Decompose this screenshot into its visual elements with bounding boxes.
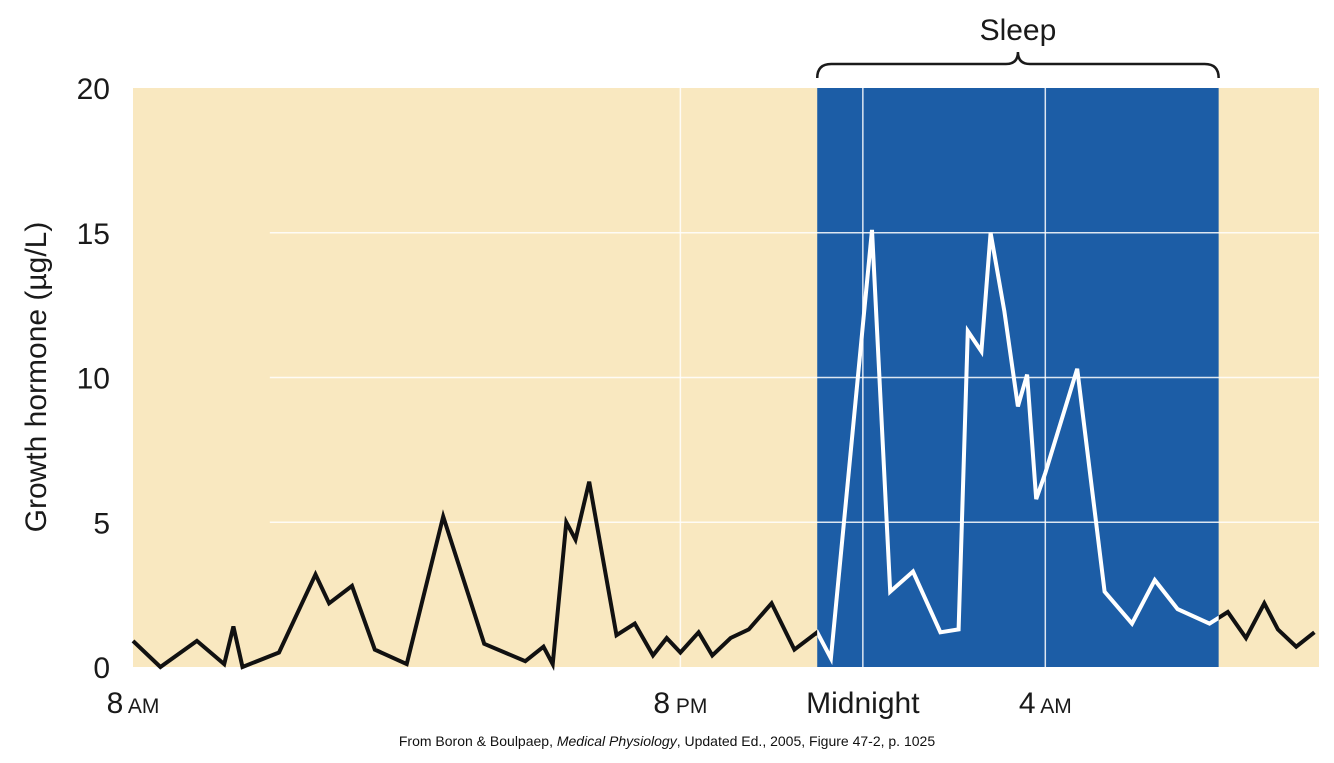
series-lines — [131, 229, 1316, 671]
sleep-brace — [815, 51, 1220, 79]
x-tick-label: 4 AM — [1019, 687, 1072, 720]
y-tick-label: 15 — [77, 218, 110, 251]
caption-book-title: Medical Physiology — [556, 733, 677, 749]
sleep-label: Sleep — [980, 14, 1057, 47]
x-tick-label: 8 PM — [653, 687, 707, 720]
y-axis-ticks: 0 5 10 15 20 — [77, 73, 110, 685]
figure-caption: From Boron & Boulpaep, Medical Physiolog… — [0, 733, 1334, 749]
y-tick-label: 5 — [93, 507, 110, 540]
y-tick-label: 20 — [77, 73, 110, 106]
y-tick-label: 0 — [93, 652, 110, 685]
caption-suffix: , Updated Ed., 2005, Figure 47-2, p. 102… — [676, 733, 936, 749]
y-axis-label: Growth hormone (µg/L) — [20, 222, 53, 533]
x-axis-ticks: 8 AM 8 PM Midnight 4 AM — [107, 687, 1072, 720]
series-line-sleep — [817, 229, 1219, 666]
y-tick-label: 10 — [77, 363, 110, 396]
caption-prefix: From Boron & Boulpaep, — [398, 733, 557, 749]
x-tick-label: Midnight — [806, 687, 920, 720]
x-tick-label: 8 AM — [107, 687, 160, 720]
